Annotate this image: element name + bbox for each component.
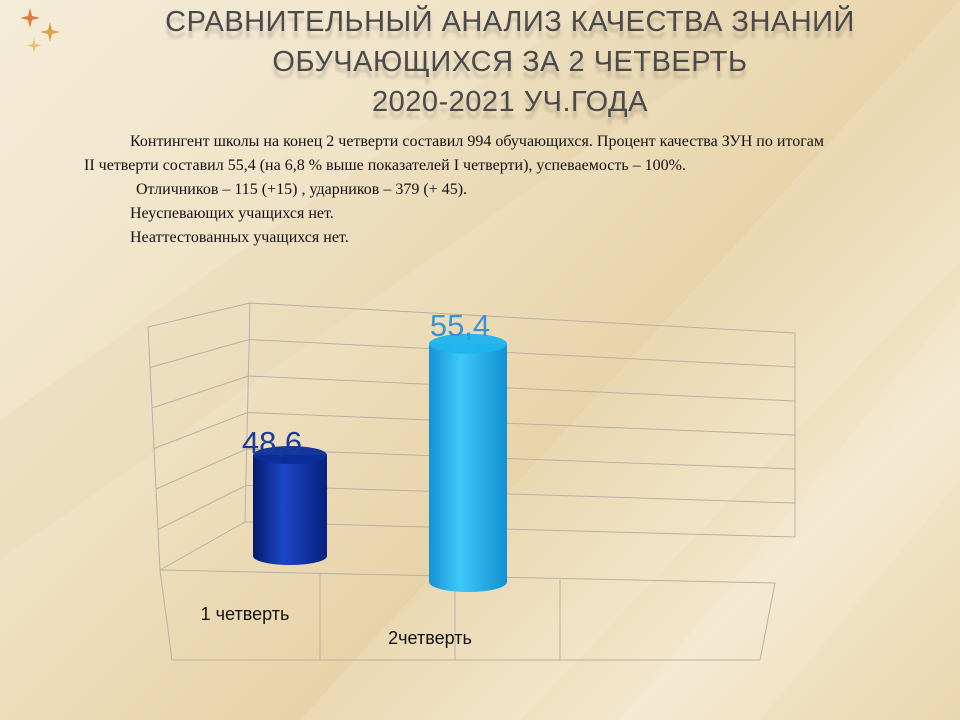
paragraph-contingent: Контингент школы на конец 2 четверти сос… xyxy=(84,133,824,174)
chart-bar xyxy=(253,455,327,565)
paragraph-failing: Неуспевающих учащихся нет. xyxy=(130,205,334,222)
title-line-1: СРАВНИТЕЛЬНЫЙ АНАЛИЗ КАЧЕСТВА ЗНАНИЙ xyxy=(165,6,855,38)
chart-bar-top xyxy=(429,333,507,354)
chart-wall-edge xyxy=(244,302,251,523)
paragraph-honors: Отличников – 115 (+15) , ударников – 379… xyxy=(136,181,468,198)
chart-data-label: 55,4 xyxy=(430,308,490,343)
page-title: СРАВНИТЕЛЬНЫЙ АНАЛИЗ КАЧЕСТВА ЗНАНИЙ ОБУ… xyxy=(150,2,870,122)
chart-wall-edge xyxy=(147,326,161,571)
paragraph-unattested: Неаттестованных учащихся нет. xyxy=(130,229,349,246)
decorative-stars xyxy=(20,8,60,53)
star-icon xyxy=(26,38,42,53)
chart-bar xyxy=(429,343,507,592)
star-icon xyxy=(40,22,60,42)
chart-labels: 48,6 1 четверть 55,4 2четверть xyxy=(201,308,491,648)
chart-floor xyxy=(159,569,776,661)
chart-bar-top xyxy=(253,446,327,465)
star-icon xyxy=(20,8,40,28)
chart-category-label: 1 четверть xyxy=(201,604,290,624)
title-line-3: 2020-2021 УЧ.ГОДА xyxy=(371,86,649,118)
chart-bars xyxy=(253,333,507,592)
title-line-2: ОБУЧАЮЩИХСЯ ЗА 2 ЧЕТВЕРТЬ xyxy=(272,46,748,78)
chart-category-label: 2четверть xyxy=(388,628,472,648)
chart-data-label: 48,6 xyxy=(242,425,302,460)
summary-text: Контингент школы на конец 2 четверти сос… xyxy=(84,130,824,250)
chart-plot-frame xyxy=(147,302,796,661)
